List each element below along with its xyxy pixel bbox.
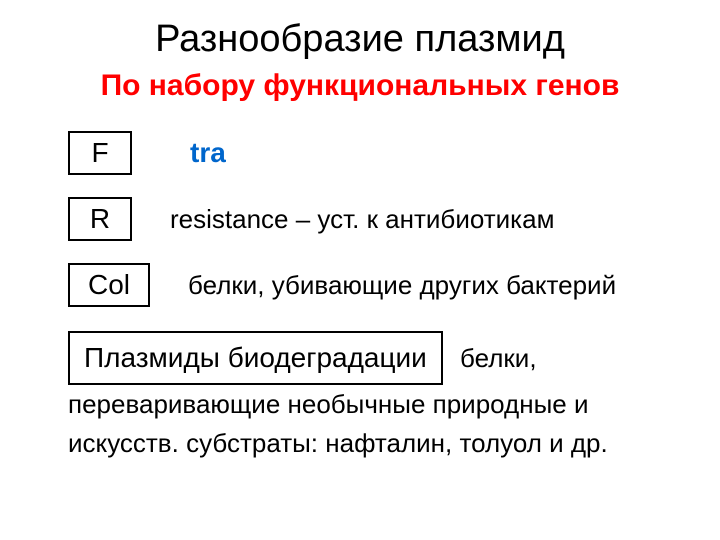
desc-r: resistance – уст. к антибиотикам	[170, 204, 554, 235]
desc-f: tra	[190, 137, 226, 169]
row-col: Col белки, убивающие других бактерий	[28, 263, 692, 307]
slide-title: Разнообразие плазмид	[28, 18, 692, 61]
box-col: Col	[68, 263, 150, 307]
box-r: R	[68, 197, 132, 241]
row-r: R resistance – уст. к антибиотикам	[28, 197, 692, 241]
slide-subtitle: По набору функциональных генов	[28, 69, 692, 103]
desc-col: белки, убивающие других бактерий	[188, 270, 616, 301]
row-f: F tra	[28, 131, 692, 175]
biodegradation-paragraph: Плазмиды биодеградации белки, переварива…	[28, 331, 692, 463]
box-f: F	[68, 131, 132, 175]
box-biodegradation: Плазмиды биодеградации	[68, 331, 443, 385]
